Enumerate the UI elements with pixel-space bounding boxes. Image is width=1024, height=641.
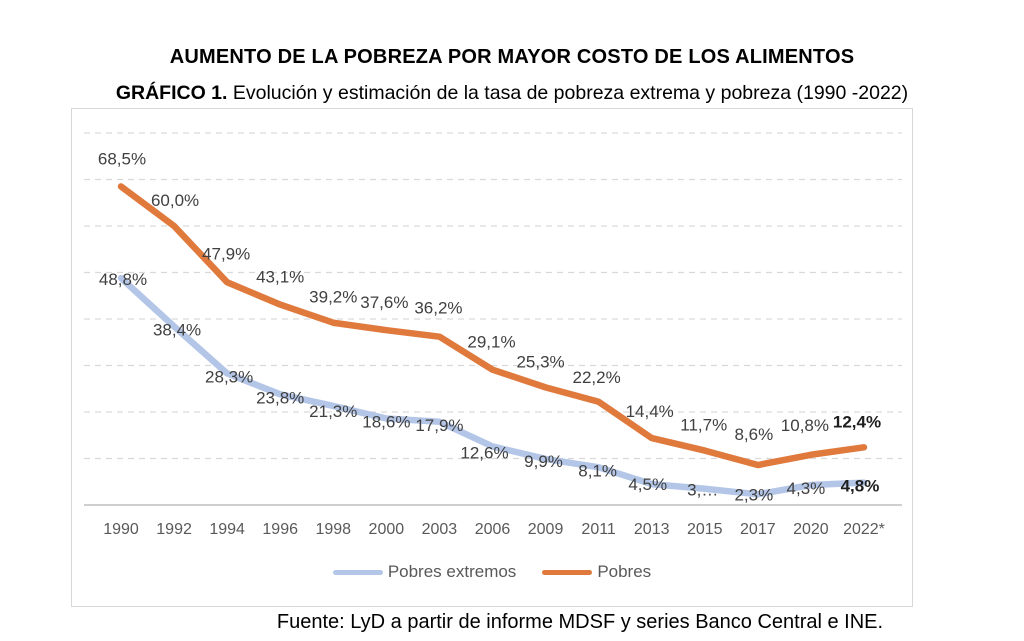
data-label: 14,4% [626,402,674,421]
data-label: 9,9% [524,452,563,471]
series-line-pobres-extremos [117,274,868,498]
data-label: 39,2% [309,288,357,307]
data-label: 48,8% [99,270,147,289]
x-axis-label: 2000 [369,521,405,538]
data-label: 12,6% [460,443,508,462]
data-label: 8,1% [578,461,617,480]
data-label: 25,3% [516,352,564,371]
data-label: 8,6% [734,425,773,444]
legend-item-pobres-extremos: Pobres extremos [332,562,517,582]
data-label: 47,9% [202,244,250,263]
data-label: 2,3% [734,485,773,504]
subtitle-text: Evolución y estimación de la tasa de pob… [227,82,909,104]
x-axis-label: 2009 [528,521,564,538]
data-label: 11,7% [680,416,727,435]
x-axis-label: 2011 [581,521,616,538]
data-label: 21,3% [309,402,357,421]
chart-title: AUMENTO DE LA POBREZA POR MAYOR COSTO DE… [169,46,855,68]
data-label: 38,4% [153,320,201,339]
data-label: 28,3% [205,367,253,386]
data-label: 18,6% [362,413,410,432]
data-label: 22,2% [573,368,621,387]
data-label: 60,0% [151,191,199,210]
x-axis-label: 2017 [740,521,776,538]
x-axis-label: 2013 [634,521,670,538]
x-axis-label: 2003 [422,521,458,538]
source-note: Fuente: LyD a partir de informe MDSF y s… [276,611,884,633]
chart-area: 48,8% 38,4% 28,3% 23,8% 21,3% 18,6% 17,9% 12,6%… [71,108,913,607]
legend: Pobres extremos Pobres [72,562,912,582]
x-axis-label: 2006 [475,521,511,538]
data-label: 3,… [687,481,718,500]
x-axis-label: 1998 [315,521,351,538]
data-label: 12,4% [833,412,881,431]
x-axis-label: 1996 [262,521,298,538]
data-label: 4,5% [628,475,667,494]
data-label: 29,1% [467,333,515,352]
legend-swatch-pobres [542,569,593,575]
legend-item-pobres: Pobres [542,562,651,582]
data-label: 43,1% [256,268,304,287]
data-label: 68,5% [98,149,146,168]
data-label: 4,3% [787,479,826,498]
data-label: 23,8% [256,388,304,407]
x-axis-label: 2020 [793,521,829,538]
data-label: 10,8% [781,416,829,435]
legend-label-pobres: Pobres [597,562,652,581]
data-label: 4,8% [841,477,880,496]
x-axis-label: 1994 [209,521,245,538]
x-axis-label: 1990 [103,521,139,538]
data-label: 37,6% [360,293,408,312]
data-label: 17,9% [415,416,463,435]
x-axis-label: 1992 [156,521,192,538]
plot-canvas: 48,8% 38,4% 28,3%23,8% 21,3% 18,6% 17,9% 12,6%… [84,132,902,538]
legend-label-pobres-extremos: Pobres extremos [387,562,517,581]
subtitle-prefix: GRÁFICO 1. [115,82,228,104]
series-line-pobres [117,183,868,469]
legend-swatch-pobres-extremos [332,569,383,575]
data-label: 36,2% [414,299,462,318]
x-axis-label: 2022* [843,521,885,538]
x-axis-label: 2015 [687,521,723,538]
chart-subtitle: GRÁFICO 1. Evolución y estimación de la … [0,82,1024,105]
